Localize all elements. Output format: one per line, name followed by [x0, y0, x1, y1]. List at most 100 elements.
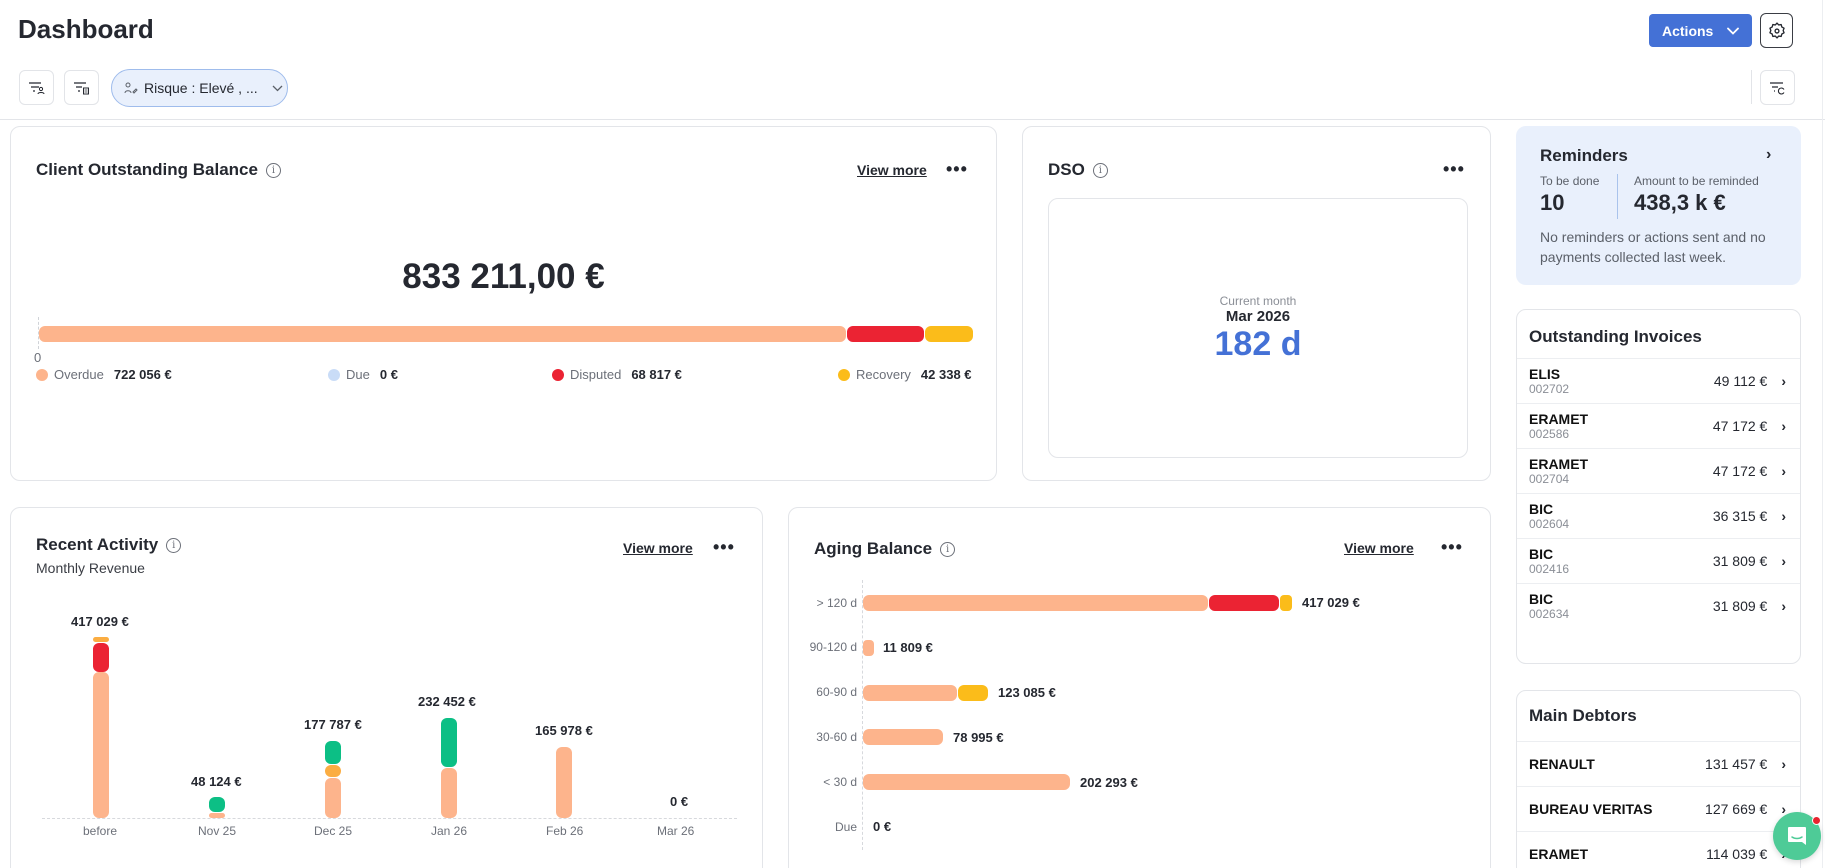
legend-label: Overdue	[54, 367, 104, 382]
bar-segment-partial[interactable]	[325, 765, 341, 777]
invoice-client: ERAMET	[1529, 411, 1589, 427]
bar-segment-disputed[interactable]	[93, 643, 109, 672]
filter-by-client-button[interactable]	[19, 70, 54, 105]
aging-balance-title-text: Aging Balance	[814, 539, 933, 558]
cob-title-text: Client Outstanding Balance	[36, 160, 258, 179]
bar-segment-recovery[interactable]	[958, 685, 988, 701]
bar-segment-overdue[interactable]	[93, 672, 109, 818]
invoice-ref: 002604	[1529, 517, 1570, 531]
chevron-right-icon: ›	[1781, 508, 1786, 524]
invoice-ref: 002704	[1529, 472, 1570, 486]
bar-segment-disputed[interactable]	[1209, 595, 1279, 611]
dso-title-text: DSO	[1048, 160, 1085, 179]
dso-caption: Current month	[1219, 293, 1297, 308]
filter-user-icon	[28, 81, 44, 94]
notification-badge	[1812, 816, 1821, 825]
bar-segment-recovery[interactable]	[1280, 595, 1292, 611]
y-axis-label: < 30 d	[823, 775, 857, 789]
settings-button[interactable]	[1760, 13, 1793, 48]
invoice-row[interactable]: BIC 002604 36 315 € ›	[1517, 493, 1800, 538]
cob-view-more-link[interactable]: View more	[857, 162, 927, 178]
chevron-right-icon: ›	[1781, 418, 1786, 434]
header-divider	[0, 119, 1825, 120]
info-icon[interactable]: i	[265, 162, 281, 178]
debtor-row[interactable]: RENAULT 131 457 € ›	[1517, 741, 1800, 786]
bar-total-label: 78 995 €	[953, 730, 1004, 745]
info-icon[interactable]: i	[1092, 162, 1108, 178]
cob-bar-overdue[interactable]	[39, 326, 846, 342]
bar-segment-overdue[interactable]	[863, 729, 943, 745]
actions-button[interactable]: Actions	[1649, 14, 1752, 47]
debtor-name: RENAULT	[1529, 756, 1595, 772]
info-icon[interactable]: i	[940, 541, 956, 557]
legend-value: 722 056 €	[113, 367, 172, 382]
invoice-amount: 49 112 €	[1713, 373, 1768, 389]
chart-axis-line	[862, 580, 863, 850]
bar-segment-paid[interactable]	[441, 718, 457, 767]
risk-filter-pill[interactable]: Risque : Elevé , ...	[111, 69, 288, 107]
dso-title: DSO i	[1048, 160, 1108, 180]
cob-bar-disputed[interactable]	[847, 326, 924, 342]
invoice-ref: 002586	[1529, 427, 1570, 441]
bar-total-label: 177 787 €	[304, 717, 362, 732]
debtor-amount: 114 039 €	[1706, 846, 1768, 862]
bar-segment-recovery[interactable]	[93, 637, 109, 642]
invoice-row[interactable]: ELIS 002702 49 112 € ›	[1517, 358, 1800, 403]
bar-segment-overdue[interactable]	[556, 747, 572, 818]
bar-total-label: 48 124 €	[191, 774, 242, 789]
invoice-list: ELIS 002702 49 112 € › ERAMET 002586 47 17…	[1517, 358, 1800, 628]
chat-icon	[1788, 827, 1806, 845]
chevron-right-icon: ›	[1781, 756, 1786, 772]
chevron-right-icon: ›	[1781, 553, 1786, 569]
debtor-row[interactable]: BUREAU VERITAS 127 669 € ›	[1517, 786, 1800, 831]
info-icon[interactable]: i	[166, 537, 182, 553]
bar-total-label: 417 029 €	[71, 614, 129, 629]
users-icon	[124, 82, 138, 94]
y-axis-label: 30-60 d	[816, 730, 857, 744]
main-debtors-title: Main Debtors	[1529, 706, 1637, 725]
bar-segment-overdue[interactable]	[863, 774, 1070, 790]
legend-label: Disputed	[570, 367, 622, 382]
outstanding-invoices-card: Outstanding Invoices ELIS 002702 49 112 €…	[1516, 309, 1801, 664]
aging-balance-view-more-link[interactable]: View more	[1344, 540, 1414, 556]
debtor-row[interactable]: ERAMET 114 039 € ›	[1517, 831, 1800, 868]
x-axis-label: Nov 25	[198, 824, 237, 838]
filter-by-invoice-button[interactable]	[64, 70, 99, 105]
cob-bar-recovery[interactable]	[925, 326, 973, 342]
invoice-row[interactable]: BIC 002416 31 809 € ›	[1517, 538, 1800, 583]
invoice-amount: 36 315 €	[1712, 508, 1768, 524]
bar-segment-overdue[interactable]	[863, 685, 957, 701]
main-debtors-card: Main Debtors RENAULT 131 457 € › BUREAU …	[1516, 690, 1801, 868]
dso-more-options-icon[interactable]: •••	[1443, 159, 1465, 179]
invoice-row[interactable]: BIC 002634 31 809 € ›	[1517, 583, 1800, 628]
invoice-ref: 002416	[1529, 562, 1570, 576]
y-axis-label: > 120 d	[816, 596, 857, 610]
bar-segment-overdue[interactable]	[863, 595, 1208, 611]
legend-due: Due 0 €	[328, 367, 398, 382]
legend-label: Recovery	[856, 367, 911, 382]
invoice-row[interactable]: ERAMET 002704 47 172 € ›	[1517, 448, 1800, 493]
bar-segment-overdue[interactable]	[863, 640, 874, 656]
invoice-amount: 31 809 €	[1712, 553, 1768, 569]
disputed-dot-icon	[552, 368, 564, 381]
recent-activity-view-more-link[interactable]: View more	[623, 540, 693, 556]
reset-filters-button[interactable]	[1760, 70, 1795, 105]
aging-balance-more-options-icon[interactable]: •••	[1441, 537, 1463, 557]
bar-segment-paid[interactable]	[209, 797, 225, 812]
invoice-client: BIC	[1529, 501, 1554, 517]
cob-more-options-icon[interactable]: •••	[946, 159, 968, 179]
bar-total-label: 0 €	[670, 794, 689, 809]
bar-segment-overdue[interactable]	[209, 813, 225, 818]
chevron-right-icon[interactable]: ›	[1766, 146, 1772, 163]
invoice-row[interactable]: ERAMET 002586 47 172 € ›	[1517, 403, 1800, 448]
chevron-right-icon: ›	[1781, 801, 1786, 817]
toolbar-divider	[1751, 70, 1752, 104]
reminders-card[interactable]: Reminders › To be done 10 Amount to be r…	[1516, 126, 1801, 285]
page-scrollbar-track[interactable]	[1822, 0, 1823, 868]
due-dot-icon	[328, 368, 340, 381]
bar-segment-paid[interactable]	[325, 741, 341, 764]
bar-segment-overdue[interactable]	[325, 778, 341, 818]
bar-segment-overdue[interactable]	[441, 768, 457, 818]
recent-activity-more-options-icon[interactable]: •••	[713, 537, 735, 557]
bar-total-label: 417 029 €	[1302, 595, 1360, 610]
